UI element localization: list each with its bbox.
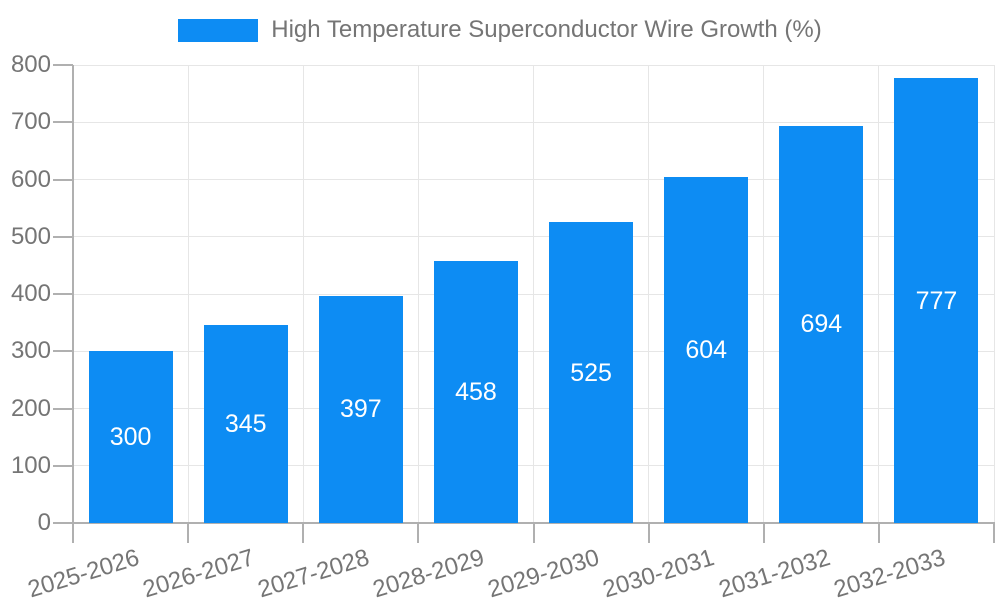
- bar-value-label: 777: [915, 286, 958, 315]
- y-tick-label: 500: [10, 222, 51, 250]
- y-tick-mark: [53, 235, 73, 238]
- y-tick-mark: [53, 464, 73, 467]
- bar-value-label: 300: [109, 423, 152, 452]
- x-tick-mark: [187, 523, 190, 543]
- bar[interactable]: [318, 295, 403, 523]
- x-gridline: [763, 65, 765, 523]
- x-tick-mark: [532, 523, 535, 543]
- y-tick-label: 0: [37, 509, 51, 536]
- y-tick-label: 100: [10, 451, 51, 479]
- x-gridline: [993, 65, 995, 523]
- y-tick-mark: [53, 293, 73, 295]
- x-tick-mark: [762, 523, 765, 543]
- legend-swatch-icon: [178, 18, 259, 42]
- bar[interactable]: [88, 351, 173, 523]
- y-tick-mark: [53, 178, 73, 181]
- y-tick-label: 400: [10, 280, 51, 307]
- x-tick-label: 2028-2029: [369, 544, 488, 600]
- bar-value-label: 397: [339, 395, 382, 424]
- y-tick-mark: [53, 64, 73, 66]
- x-gridline: [878, 65, 880, 523]
- y-tick-mark: [53, 121, 73, 124]
- x-tick-mark: [417, 523, 420, 543]
- bar-value-label: 345: [224, 410, 267, 439]
- x-gridline: [302, 65, 304, 523]
- x-tick-mark: [302, 523, 305, 543]
- x-tick-label: 2026-2027: [139, 544, 258, 600]
- x-tick-label: 2032-2033: [830, 544, 949, 600]
- y-tick-mark: [53, 522, 73, 524]
- bar-value-label: 458: [455, 377, 497, 406]
- x-tick-mark: [993, 523, 995, 543]
- bar-value-label: 604: [685, 336, 728, 365]
- bar[interactable]: [664, 177, 749, 523]
- bar[interactable]: [549, 222, 634, 523]
- x-tick-mark: [72, 523, 74, 543]
- bar[interactable]: [894, 78, 979, 523]
- bar-value-label: 525: [570, 358, 612, 387]
- bar[interactable]: [203, 325, 288, 523]
- y-tick-label: 600: [10, 165, 51, 193]
- x-tick-label: 2029-2030: [485, 544, 603, 600]
- x-tick-label: 2025-2026: [24, 544, 143, 600]
- x-tick-label: 2031-2032: [715, 544, 833, 600]
- x-tick-mark: [647, 523, 650, 543]
- y-tick-label: 800: [10, 51, 51, 78]
- x-tick-mark: [877, 523, 880, 543]
- x-gridline: [648, 65, 650, 523]
- x-tick-label: 2030-2031: [600, 544, 718, 600]
- legend-series-label: High Temperature Superconductor Wire Gro…: [271, 16, 822, 43]
- y-tick-label: 200: [10, 394, 51, 422]
- x-gridline: [187, 65, 189, 523]
- y-tick-mark: [53, 350, 73, 353]
- x-tick-label: 2027-2028: [254, 544, 373, 600]
- bar-value-label: 694: [800, 310, 843, 339]
- y-axis-line: [72, 65, 74, 523]
- y-tick-label: 300: [10, 337, 51, 365]
- bar[interactable]: [433, 260, 518, 523]
- x-gridline: [417, 65, 419, 523]
- y-tick-label: 700: [10, 108, 51, 136]
- y-tick-mark: [53, 407, 73, 410]
- bar[interactable]: [779, 125, 864, 523]
- legend[interactable]: High Temperature Superconductor Wire Gro…: [0, 16, 1000, 44]
- x-gridline: [533, 65, 534, 523]
